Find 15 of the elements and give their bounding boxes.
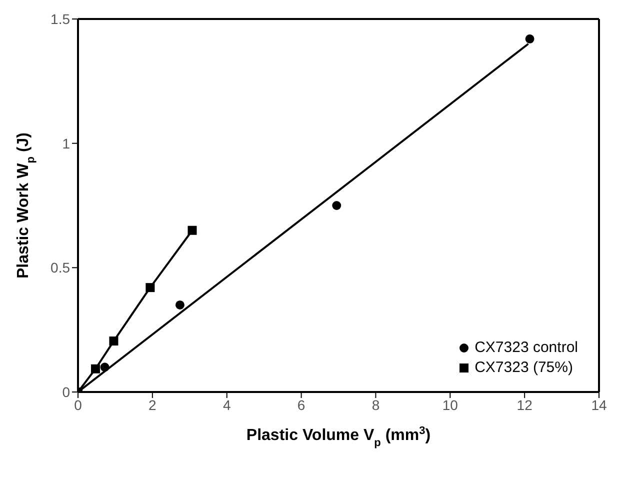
y-tick-label: 1 [62,135,70,152]
x-tick-label: 14 [591,396,607,413]
y-tick-label: 0.5 [50,260,70,276]
y-tick-label: 0 [62,384,70,400]
y-tick-label: 1.5 [50,10,70,27]
x-tick-label: 12 [516,396,533,413]
x-axis-title: Plastic Volume V$_{p}$ (mm$^{3}$) [246,425,431,449]
x-tick-label: 2 [148,396,157,413]
x-tick-label: 8 [372,396,380,413]
x-tick-label: 4 [222,396,231,413]
legend-label: CX7323 control [474,338,578,358]
x-tick-label: 6 [297,396,306,413]
legend-label: CX7323 (75%) [474,358,573,378]
x-tick-label: 0 [74,396,82,413]
x-tick-label: 10 [442,396,458,413]
